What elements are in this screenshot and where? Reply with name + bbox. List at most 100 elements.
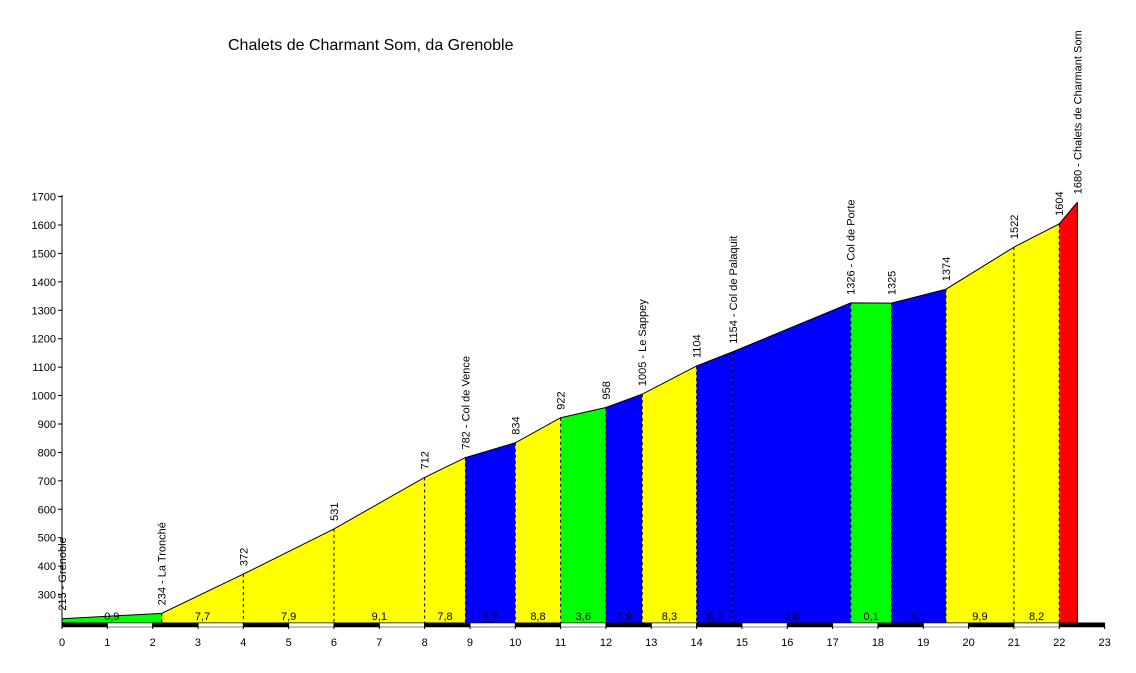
km-bar-0 — [61, 622, 108, 628]
grade-label-7: 3,6 — [576, 611, 591, 623]
segment-13 — [891, 289, 946, 623]
profile-line — [61, 201, 1078, 620]
y-tick-label-13: 1600 — [32, 220, 56, 232]
km-bar-6 — [333, 622, 380, 628]
km-bar-12 — [605, 622, 652, 628]
km-bar-9 — [469, 622, 516, 628]
km-bar-8 — [424, 622, 471, 628]
segment-7 — [560, 407, 606, 623]
grade-label-6: 8,8 — [530, 611, 545, 623]
grade-label-12: 0,1 — [863, 611, 878, 623]
km-bar-11 — [560, 622, 607, 628]
segment-6 — [515, 417, 561, 623]
segment-2 — [243, 528, 334, 623]
elevation-label-11: 1154 - Col de Palaquit — [728, 236, 740, 344]
grade-label-2: 7,9 — [281, 611, 296, 623]
x-tick-label-5: 5 — [286, 637, 292, 649]
grade-label-4: 7,8 — [437, 611, 452, 623]
grade-label-11: 6,6 — [784, 611, 799, 623]
x-tick-label-4: 4 — [240, 637, 246, 649]
km-bar-18 — [877, 622, 924, 628]
km-bar-3 — [197, 622, 244, 628]
grade-label-10: 6,2 — [707, 611, 722, 623]
grade-label-13: 4,1 — [911, 611, 926, 623]
y-tick-label-7: 1000 — [32, 391, 56, 403]
elevation-label-4: 712 — [420, 451, 432, 469]
y-tick-label-8: 1100 — [32, 362, 56, 374]
elevation-label-7: 922 — [556, 391, 568, 409]
x-tick-label-6: 6 — [331, 637, 337, 649]
elevation-label-8: 958 — [601, 381, 613, 399]
grade-label-1: 7,7 — [195, 611, 210, 623]
x-tick-label-23: 23 — [1098, 637, 1110, 649]
y-tick-label-1: 400 — [38, 561, 56, 573]
segment-5 — [465, 442, 516, 623]
elevation-label-3: 531 — [329, 503, 341, 521]
x-tick-label-22: 22 — [1053, 637, 1065, 649]
x-tick-label-12: 12 — [600, 637, 612, 649]
grade-label-14: 9,9 — [972, 611, 987, 623]
km-bar-22 — [1059, 622, 1105, 628]
elevation-label-13: 1325 — [887, 271, 899, 295]
x-tick-label-15: 15 — [736, 637, 748, 649]
x-tick-label-11: 11 — [555, 637, 566, 649]
x-tick-label-18: 18 — [872, 637, 884, 649]
elevation-label-2: 372 — [238, 548, 250, 566]
segment-10 — [696, 351, 733, 623]
km-bar-1 — [107, 622, 153, 628]
km-bar-10 — [515, 622, 561, 628]
y-tick-label-12: 1500 — [32, 248, 56, 260]
elevation-label-6: 834 — [510, 416, 522, 434]
grade-label-15: 8,2 — [1029, 611, 1044, 623]
elevation-label-15: 1522 — [1009, 215, 1021, 239]
segment-11 — [732, 302, 851, 623]
elevation-label-0: 215 - Grenoble — [57, 537, 69, 610]
km-bar-2 — [152, 622, 199, 628]
chart-title: Chalets de Charmant Som, da Grenoble — [228, 37, 514, 54]
elevation-labels: 215 - Grenoble 234 - La Tronché 372 531 712 7… — [57, 30, 1084, 610]
km-bar-20 — [968, 622, 1015, 628]
x-tick-label-3: 3 — [195, 637, 201, 649]
km-bar-21 — [1013, 622, 1060, 628]
elevation-label-1: 234 - La Tronché — [157, 522, 169, 605]
grade-labels: 0,9 7,7 7,9 9,1 7,8 4,7 8,8 3,6 5,9 8,3 6,2 6,6 0,1 4… — [104, 611, 1044, 623]
segment-9 — [642, 365, 697, 623]
segment-0 — [62, 613, 162, 623]
segment-15 — [1013, 223, 1060, 623]
elevation-label-14: 1374 — [941, 257, 953, 281]
x-tick-label-19: 19 — [917, 637, 929, 649]
grade-label-5: 4,7 — [483, 611, 498, 623]
x-tick-label-9: 9 — [467, 637, 473, 649]
x-tick-label-20: 20 — [962, 637, 974, 649]
segment-8 — [605, 394, 643, 623]
y-tick-label-14: 1700 — [32, 192, 56, 204]
x-tick-label-16: 16 — [781, 637, 793, 649]
segment-14 — [945, 247, 1014, 623]
waypoint-markers — [161, 223, 1060, 623]
km-bar-17 — [832, 622, 879, 628]
km-bar-15 — [741, 622, 788, 628]
x-tick-label-0: 0 — [59, 637, 65, 649]
y-tick-label-6: 900 — [38, 419, 56, 431]
x-tick-label-13: 13 — [645, 637, 657, 649]
km-bar-19 — [923, 622, 969, 628]
elevation-label-9: 1005 - Le Sappey — [637, 299, 649, 386]
x-tick-label-7: 7 — [376, 637, 382, 649]
y-tick-label-10: 1300 — [32, 305, 56, 317]
km-bar-14 — [696, 622, 743, 628]
grade-label-3: 9,1 — [372, 611, 387, 623]
y-tick-label-0: 300 — [38, 590, 56, 602]
grade-label-8: 5,9 — [616, 611, 631, 623]
x-tick-label-2: 2 — [150, 637, 156, 649]
km-bar-16 — [787, 622, 833, 628]
km-bar-13 — [651, 622, 697, 628]
elevation-label-10: 1104 — [692, 334, 704, 358]
segment-4 — [424, 457, 466, 623]
elevation-label-12: 1326 - Col de Porte — [846, 199, 858, 294]
km-bar-5 — [288, 622, 335, 628]
x-tick-label-21: 21 — [1008, 637, 1020, 649]
y-tick-label-9: 1200 — [32, 334, 56, 346]
y-tick-label-11: 1400 — [32, 277, 56, 289]
km-bar-7 — [379, 622, 425, 628]
